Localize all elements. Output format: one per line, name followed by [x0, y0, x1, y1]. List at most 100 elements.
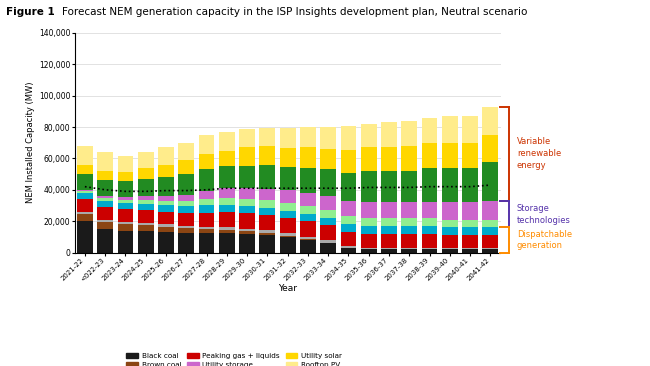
Bar: [361, 124, 376, 147]
Bar: [462, 248, 478, 249]
Bar: [462, 168, 478, 202]
Bar: [178, 206, 194, 213]
Bar: [178, 201, 194, 206]
Bar: [259, 235, 275, 253]
Bar: [482, 107, 499, 135]
Bar: [422, 226, 437, 234]
Bar: [259, 165, 275, 189]
Bar: [280, 167, 296, 190]
Bar: [320, 195, 336, 210]
Bar: [219, 132, 235, 150]
Bar: [341, 201, 356, 216]
Bar: [158, 201, 174, 205]
Bar: [320, 240, 336, 243]
Bar: [259, 127, 275, 146]
Bar: [381, 218, 397, 226]
Bar: [482, 248, 499, 249]
Bar: [300, 127, 316, 147]
Bar: [199, 169, 215, 191]
Bar: [259, 233, 275, 235]
Bar: [381, 249, 397, 253]
Bar: [219, 205, 235, 212]
Bar: [300, 168, 316, 193]
Bar: [118, 156, 133, 172]
Bar: [401, 146, 417, 171]
Bar: [118, 181, 133, 197]
Bar: [381, 171, 397, 202]
Bar: [259, 189, 275, 201]
Bar: [482, 220, 499, 227]
Bar: [178, 213, 194, 226]
Bar: [341, 126, 356, 150]
Bar: [300, 147, 316, 168]
Bar: [341, 150, 356, 173]
Bar: [178, 194, 194, 201]
Bar: [77, 146, 93, 165]
Bar: [199, 213, 215, 227]
Bar: [401, 202, 417, 218]
Bar: [341, 232, 356, 246]
Bar: [239, 229, 255, 231]
Bar: [442, 143, 458, 168]
Bar: [239, 188, 255, 199]
Bar: [462, 202, 478, 220]
Bar: [341, 246, 356, 248]
Bar: [442, 168, 458, 202]
Bar: [361, 218, 376, 226]
Bar: [118, 209, 133, 222]
Bar: [98, 198, 113, 201]
Bar: [98, 171, 113, 180]
Bar: [138, 210, 153, 223]
Bar: [442, 116, 458, 143]
Bar: [300, 239, 316, 240]
Bar: [138, 168, 153, 179]
Bar: [118, 197, 133, 200]
Bar: [199, 229, 215, 233]
Bar: [300, 206, 316, 214]
Bar: [442, 248, 458, 249]
Bar: [118, 224, 133, 231]
Bar: [401, 249, 417, 253]
Bar: [77, 165, 93, 174]
Bar: [138, 204, 153, 210]
Bar: [219, 233, 235, 253]
Bar: [320, 225, 336, 240]
Bar: [199, 199, 215, 205]
Bar: [341, 224, 356, 232]
Bar: [381, 202, 397, 218]
Bar: [462, 116, 478, 143]
Bar: [401, 226, 417, 234]
Bar: [199, 154, 215, 169]
Bar: [98, 180, 113, 196]
Bar: [199, 135, 215, 154]
Bar: [77, 193, 93, 199]
Bar: [361, 248, 376, 249]
Bar: [138, 152, 153, 168]
Bar: [259, 214, 275, 230]
Bar: [482, 201, 499, 220]
Bar: [158, 232, 174, 253]
Bar: [259, 146, 275, 165]
Bar: [482, 135, 499, 161]
Bar: [239, 128, 255, 147]
Text: Forecast NEM generation capacity in the ISP Insights development plan, Neutral s: Forecast NEM generation capacity in the …: [62, 7, 527, 17]
Bar: [280, 203, 296, 210]
Bar: [219, 188, 235, 198]
Bar: [320, 149, 336, 169]
Bar: [300, 240, 316, 253]
Bar: [320, 217, 336, 225]
Bar: [422, 168, 437, 202]
Bar: [361, 171, 376, 202]
Bar: [98, 220, 113, 222]
Bar: [259, 201, 275, 208]
Bar: [98, 152, 113, 171]
Bar: [199, 191, 215, 199]
Bar: [300, 193, 316, 206]
Bar: [138, 223, 153, 225]
Bar: [381, 147, 397, 171]
Bar: [239, 147, 255, 166]
Bar: [158, 224, 174, 227]
Bar: [462, 143, 478, 168]
Bar: [118, 172, 133, 181]
Bar: [98, 196, 113, 198]
